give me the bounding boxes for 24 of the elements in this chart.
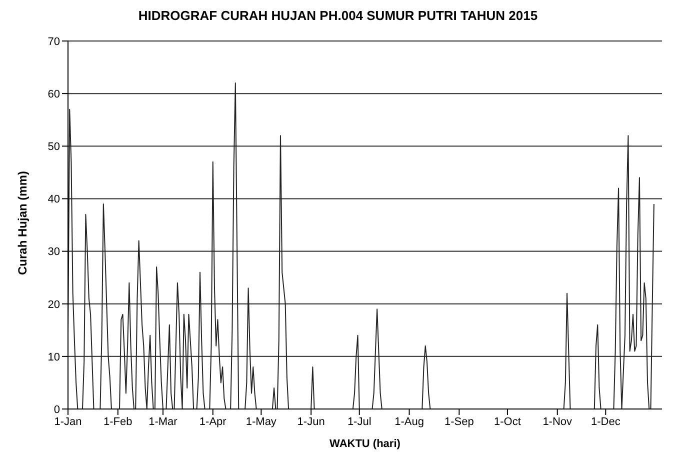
x-tick-label: 1-Oct	[494, 416, 521, 428]
x-tick-label: 1-Mar	[148, 416, 178, 428]
x-axis-title: WAKTU (hari)	[330, 438, 401, 450]
x-tick-label: 1-Jun	[297, 416, 325, 428]
y-tick-label: 30	[48, 246, 60, 258]
line-series	[68, 82, 654, 409]
x-tick-label: 1-Jul	[347, 416, 372, 428]
y-tick-label: 10	[48, 351, 60, 364]
y-axis-title: Curah Hujan (mm)	[15, 170, 30, 275]
x-tick-label: 1-Nov	[542, 416, 573, 428]
y-tick-label: 60	[48, 88, 60, 100]
x-tick-label: 1-Aug	[394, 416, 424, 428]
x-tick-label: 1-Dec	[590, 416, 621, 428]
y-tick-label: 50	[48, 141, 60, 154]
y-tick-label: 40	[48, 194, 60, 206]
y-tick-label: 70	[48, 36, 60, 48]
y-tick-label: 20	[48, 298, 60, 311]
x-tick-label: 1-Feb	[104, 416, 132, 428]
x-tick-label: 1-Jan	[54, 416, 82, 428]
x-tick-label: 1-Sep	[444, 416, 474, 428]
chart-title: HIDROGRAF CURAH HUJAN PH.004 SUMUR PUTRI TAHUN 2015	[137, 8, 539, 23]
x-tick-label: 1-Apr	[199, 416, 227, 428]
x-tick-label: 1-May	[246, 416, 277, 428]
y-tick-label: 0	[54, 404, 60, 416]
